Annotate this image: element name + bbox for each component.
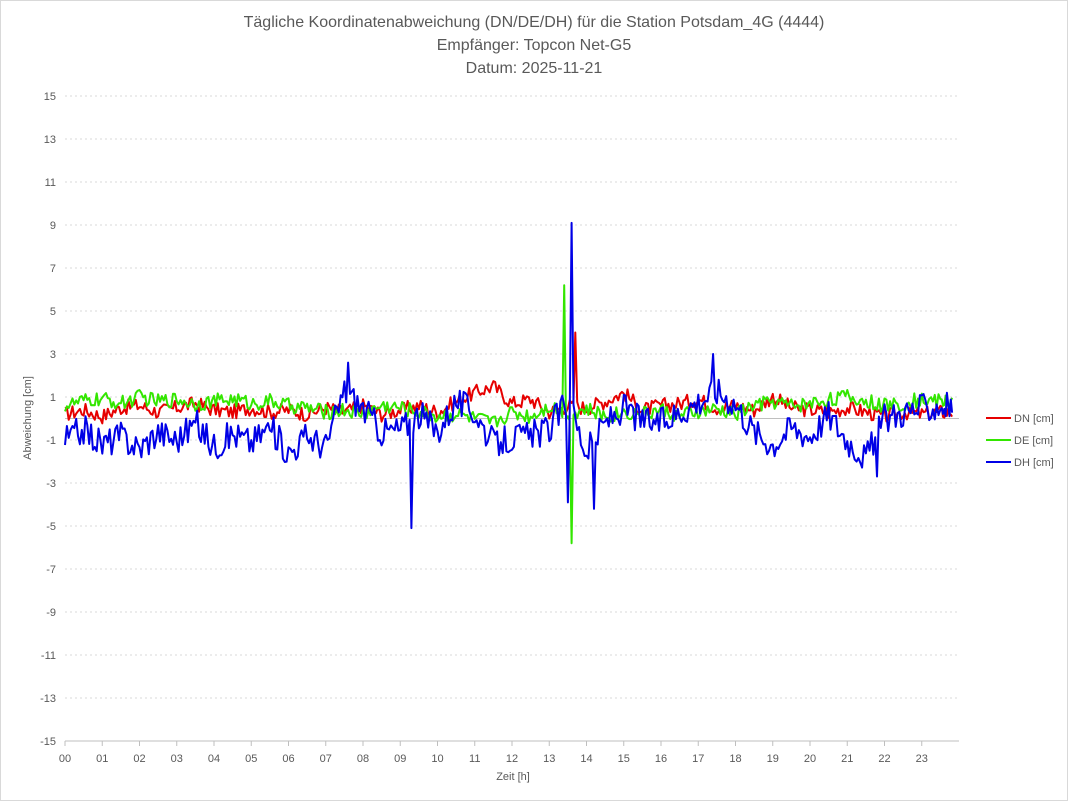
legend-label: DH [cm] <box>1014 457 1054 469</box>
x-tick-label: 16 <box>655 753 667 765</box>
y-axis-title: Abweichung [cm] <box>22 376 34 460</box>
x-tick-label: 14 <box>580 753 592 765</box>
title-line-2: Empfänger: Topcon Net-G5 <box>437 37 632 54</box>
y-tick-label: -7 <box>46 564 56 576</box>
legend: DN [cm] DE [cm] DH [cm] <box>986 413 1054 469</box>
x-tick-label: 19 <box>767 753 779 765</box>
x-axis-tick-labels: 00 01 02 03 04 05 06 07 08 09 10 11 12 13 14 15 16 17 18 19… <box>59 741 928 765</box>
x-tick-label: 02 <box>133 753 145 765</box>
y-tick-label: 9 <box>50 220 56 232</box>
y-tick-label: 7 <box>50 263 56 275</box>
y-tick-label: -3 <box>46 478 56 490</box>
x-tick-label: 01 <box>96 753 108 765</box>
title-line-3: Datum: 2025-11-21 <box>466 60 603 77</box>
y-tick-label: -9 <box>46 607 56 619</box>
x-tick-label: 13 <box>543 753 555 765</box>
legend-label: DN [cm] <box>1014 413 1054 425</box>
x-tick-label: 04 <box>208 753 220 765</box>
series-line-dn <box>64 331 953 425</box>
y-tick-label: -11 <box>41 650 56 662</box>
y-tick-label: 13 <box>44 134 56 146</box>
x-axis-title: Zeit [h] <box>496 771 530 783</box>
x-tick-label: 07 <box>320 753 332 765</box>
title-line-1: Tägliche Koordinatenabweichung (DN/DE/DH… <box>244 14 825 31</box>
chart-title: Tägliche Koordinatenabweichung (DN/DE/DH… <box>244 14 825 77</box>
x-tick-label: 10 <box>431 753 443 765</box>
series-line-dh <box>64 221 954 530</box>
x-tick-label: 23 <box>916 753 928 765</box>
y-tick-label: 3 <box>50 349 56 361</box>
x-tick-label: 09 <box>394 753 406 765</box>
x-tick-label: 11 <box>469 753 480 765</box>
y-axis-tick-labels: 15 13 11 9 7 5 3 1 -1 -3 -5 -7 -9 -11 -13 -15 <box>40 91 56 748</box>
y-tick-label: -15 <box>40 736 56 748</box>
y-tick-label: 1 <box>50 392 56 404</box>
x-tick-label: 17 <box>692 753 704 765</box>
y-tick-label: -1 <box>46 435 56 447</box>
x-tick-label: 00 <box>59 753 71 765</box>
x-tick-label: 15 <box>618 753 630 765</box>
x-tick-label: 12 <box>506 753 518 765</box>
x-tick-label: 03 <box>171 753 183 765</box>
y-tick-label: 11 <box>45 177 56 189</box>
y-tick-label: 15 <box>44 91 56 103</box>
x-tick-label: 05 <box>245 753 257 765</box>
x-tick-label: 20 <box>804 753 816 765</box>
x-tick-label: 22 <box>878 753 890 765</box>
legend-label: DE [cm] <box>1014 435 1053 447</box>
gridlines <box>65 95 959 742</box>
y-tick-label: -5 <box>46 521 56 533</box>
x-tick-label: 08 <box>357 753 369 765</box>
y-tick-label: -13 <box>40 693 56 705</box>
x-tick-label: 21 <box>841 753 853 765</box>
series-lines <box>64 221 954 545</box>
x-tick-label: 06 <box>282 753 294 765</box>
x-tick-label: 18 <box>729 753 741 765</box>
series-line-de <box>64 284 954 545</box>
y-tick-label: 5 <box>50 306 56 318</box>
